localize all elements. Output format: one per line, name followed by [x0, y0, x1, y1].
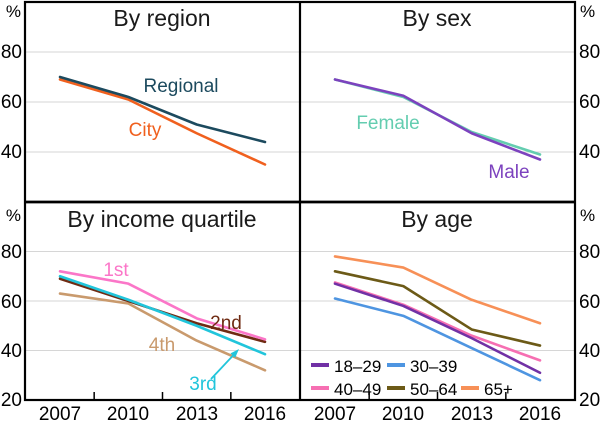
legend-swatch-50-64	[387, 386, 405, 390]
series-annotations: Regional City Female Male 1st 2nd 4th 3r…	[103, 76, 529, 395]
series-line-30-39	[333, 297, 542, 382]
x-tick-label: 2010	[382, 404, 424, 425]
panel-title-age: By age	[401, 206, 473, 232]
panel-by-region	[25, 51, 300, 166]
panel-title-income: By income quartile	[67, 206, 256, 232]
y-axis-left: % 80 60 40 % 80 60 40 20	[1, 2, 22, 411]
y-tick-label: 40	[1, 341, 22, 362]
annotation-2nd: 2nd	[210, 313, 242, 334]
legend-swatch-65plus	[461, 386, 479, 390]
panel-by-age	[300, 251, 575, 400]
panel-frame	[23, 0, 577, 402]
legend-swatch-18-29	[311, 363, 329, 367]
y-tick-label: 80	[579, 42, 600, 63]
panel-title-region: By region	[113, 5, 210, 31]
legend-label-30-39: 30–39	[410, 357, 457, 376]
y-tick-label: 40	[579, 142, 600, 163]
annotation-arrow-3rd	[210, 353, 235, 380]
y-tick-label: 20	[579, 390, 600, 411]
y-axis-right: % 80 60 40 % 80 60 40 20	[579, 2, 600, 411]
panel-title-sex: By sex	[402, 5, 472, 31]
y-tick-label: 60	[1, 292, 22, 313]
annotation-4th: 4th	[149, 335, 175, 356]
series-line-65-	[333, 255, 542, 325]
annotation-regional: Regional	[144, 76, 219, 97]
y-axis-unit: %	[580, 206, 595, 225]
series-line-city	[58, 78, 267, 166]
y-axis-unit: %	[580, 2, 595, 21]
panel-titles: By region By sex By income quartile By a…	[67, 5, 472, 232]
legend-label-40-49: 40–49	[334, 380, 381, 399]
annotation-female: Female	[356, 113, 419, 134]
annotation-arrowhead-3rd	[230, 349, 239, 358]
x-tick-label: 2013	[176, 404, 218, 425]
y-tick-label: 40	[579, 341, 600, 362]
legend-label-65plus: 65+	[484, 380, 513, 399]
x-tick-label: 2010	[107, 404, 149, 425]
annotation-1st: 1st	[103, 260, 129, 281]
y-tick-label: 20	[1, 390, 22, 411]
y-tick-label: 40	[1, 142, 22, 163]
series-line-50-64	[333, 269, 542, 347]
series-line-regional	[58, 75, 267, 144]
y-tick-label: 60	[1, 92, 22, 113]
panel-by-income-quartile	[25, 251, 300, 400]
legend-label-18-29: 18–29	[334, 357, 381, 376]
legend-label-50-64: 50–64	[410, 380, 457, 399]
x-axis-labels: 2007 2010 2013 2016 2007 2010 2013 2016	[39, 404, 561, 425]
legend: 18–29 30–39 40–49 50–64 65+	[311, 357, 513, 399]
x-tick-label: 2013	[451, 404, 493, 425]
y-tick-label: 80	[1, 42, 22, 63]
legend-swatch-30-39	[387, 363, 405, 367]
x-tick-label: 2016	[519, 404, 561, 425]
x-tick-label: 2016	[244, 404, 286, 425]
x-tick-label: 2007	[39, 404, 81, 425]
series-line-1st	[58, 269, 267, 341]
series-line-18-29	[333, 282, 542, 375]
series-line-4th	[58, 292, 267, 372]
annotation-male: Male	[488, 162, 529, 183]
y-axis-unit: %	[6, 206, 21, 225]
x-tick-label: 2007	[314, 404, 356, 425]
annotation-3rd: 3rd	[189, 374, 216, 395]
y-tick-label: 80	[579, 242, 600, 263]
y-axis-unit: %	[6, 2, 21, 21]
series-line-3rd	[58, 274, 267, 356]
y-tick-label: 60	[579, 92, 600, 113]
series-line-male	[333, 78, 542, 161]
panel-by-sex	[300, 51, 575, 161]
annotation-city: City	[129, 120, 162, 141]
y-tick-label: 80	[1, 242, 22, 263]
y-tick-label: 60	[579, 292, 600, 313]
legend-swatch-40-49	[311, 386, 329, 390]
